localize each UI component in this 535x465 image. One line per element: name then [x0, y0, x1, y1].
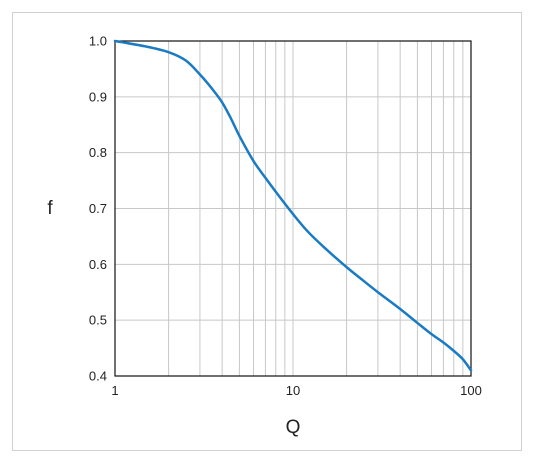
- x-tick-labels: 1 10 100: [111, 383, 481, 398]
- x-tick-label: 1: [111, 383, 118, 398]
- y-tick-label: 0.8: [89, 145, 107, 160]
- y-tick-label: 0.6: [89, 257, 107, 272]
- y-tick-labels: 0.4 0.5 0.6 0.7 0.8 0.9 1.0: [89, 34, 107, 384]
- y-axis-label: f: [47, 198, 53, 219]
- series-line: [113, 39, 473, 372]
- y-tick-label: 0.5: [89, 313, 107, 328]
- x-tick-label: 100: [460, 383, 482, 398]
- x-axis-label: Q: [286, 417, 301, 438]
- y-tick-label: 0.7: [89, 201, 107, 216]
- chart-frame: [12, 12, 522, 451]
- y-tick-label: 0.9: [89, 89, 107, 104]
- grid: [115, 41, 471, 376]
- y-tick-label: 1.0: [89, 34, 107, 49]
- y-tick-label: 0.4: [89, 369, 107, 384]
- x-tick-label: 10: [286, 383, 300, 398]
- plot-border: [114, 40, 472, 377]
